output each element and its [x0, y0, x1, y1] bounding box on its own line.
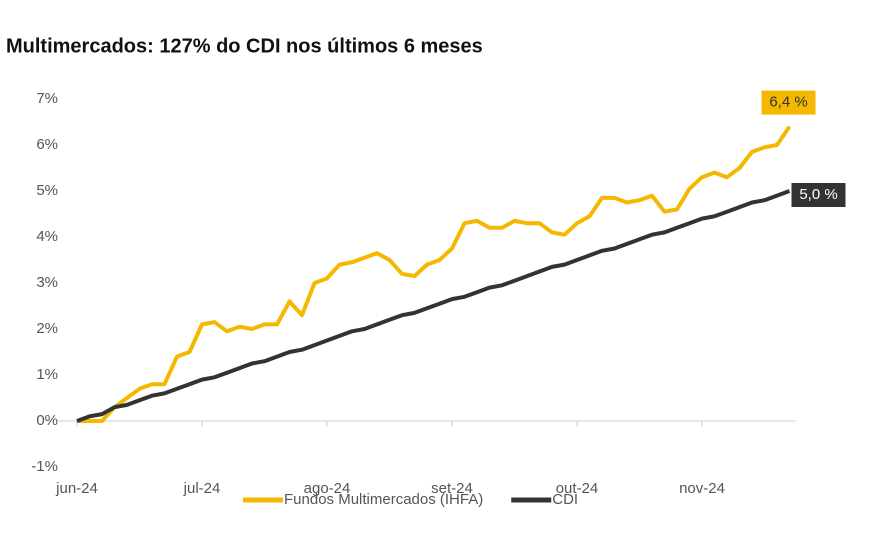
y-tick-label: 1%: [36, 366, 58, 383]
legend-label: CDI: [552, 491, 578, 508]
x-tick-label: jul-24: [183, 480, 221, 497]
legend-label: Fundos Multimercados (IHFA): [284, 491, 483, 508]
x-tick-label: jun-24: [55, 480, 98, 497]
y-tick-label: 2%: [36, 320, 58, 337]
series-line: [77, 125, 792, 423]
label-box: [791, 183, 846, 207]
x-tick-label: out-24: [556, 480, 599, 497]
x-tick-label: set-24: [431, 480, 473, 497]
y-tick-label: 6%: [36, 136, 58, 153]
value-label: 5,0 %: [799, 186, 837, 203]
y-tick-label: 0%: [36, 412, 58, 429]
y-tick-label: 3%: [36, 274, 58, 291]
y-tick-label: 4%: [36, 228, 58, 245]
y-tick-label: -1%: [31, 458, 58, 475]
value-label: 6,4 %: [769, 94, 807, 111]
chart-title: Multimercados: 127% do CDI nos últimos 6…: [6, 35, 483, 57]
x-tick-label: ago-24: [304, 480, 351, 497]
x-tick-label: nov-24: [679, 480, 725, 497]
y-tick-label: 5%: [36, 182, 58, 199]
label-box: [761, 90, 816, 115]
series-line: [76, 189, 791, 423]
y-tick-label: 7%: [36, 90, 58, 107]
